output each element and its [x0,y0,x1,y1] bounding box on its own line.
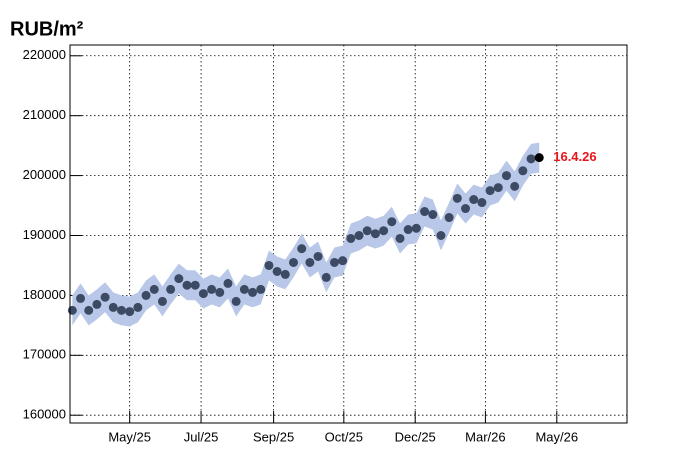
data-point [428,210,438,220]
x-tick-label: Mar/26 [465,429,505,444]
data-point [411,223,421,233]
data-point [387,217,397,227]
data-point [239,284,249,294]
data-point [518,166,528,176]
x-tick-label: Jul/25 [184,429,219,444]
data-point [403,225,413,235]
data-point [141,290,151,300]
data-point [198,289,208,299]
data-point [272,266,282,276]
data-point [305,257,315,267]
data-point [313,251,323,261]
data-point [379,226,389,236]
data-point [321,272,331,282]
data-point [92,299,102,309]
y-tick-label: 180000 [23,287,66,302]
data-point [76,293,86,303]
data-point [223,278,233,288]
y-tick-label: 160000 [23,407,66,422]
data-point [149,284,159,294]
data-point [67,305,77,315]
x-tick-label: May/25 [108,429,151,444]
plot-frame [69,44,628,424]
data-point [469,195,479,205]
data-point [289,257,299,267]
data-point [329,257,339,267]
chart-title: RUB/m² [10,18,84,40]
x-tick-label: May/26 [535,429,578,444]
data-point [362,226,372,236]
data-point [493,183,503,193]
data-point [354,230,364,240]
data-point [534,153,544,163]
annotation: 16.4.26 [553,149,596,164]
data-point [182,280,192,290]
data-point [501,171,511,181]
data-point [231,296,241,306]
data-point [248,287,258,297]
data-point [207,284,217,294]
data-point [166,284,176,294]
data-point [256,284,266,294]
data-point [190,280,200,290]
data-point [297,244,307,254]
data-point [477,198,487,208]
x-tick-label: Dec/25 [395,429,436,444]
data-point [395,233,405,243]
y-tick-label: 170000 [23,347,66,362]
y-tick-label: 210000 [23,107,66,122]
data-point [338,256,348,266]
data-point [436,230,446,240]
data-point [264,260,274,270]
data-point [84,305,94,315]
y-tick-label: 220000 [23,47,66,62]
data-point [510,181,520,191]
data-point [370,229,380,239]
error-band [72,142,540,327]
data-point [485,186,495,196]
data-point [346,233,356,243]
data-point [461,204,471,214]
y-tick-label: 190000 [23,227,66,242]
data-point [116,305,126,315]
data-point [125,307,135,317]
data-point [108,302,118,312]
data-point [100,292,110,302]
data-point [133,302,143,312]
data-point [444,213,454,223]
data-point [280,269,290,279]
data-point [174,274,184,284]
y-tick-label: 200000 [23,167,66,182]
data-point [526,154,536,164]
data-point [215,287,225,297]
x-tick-label: Oct/25 [325,429,363,444]
x-tick-label: Sep/25 [253,429,294,444]
data-point [420,207,430,217]
data-point [157,296,167,306]
data-point [452,193,462,203]
